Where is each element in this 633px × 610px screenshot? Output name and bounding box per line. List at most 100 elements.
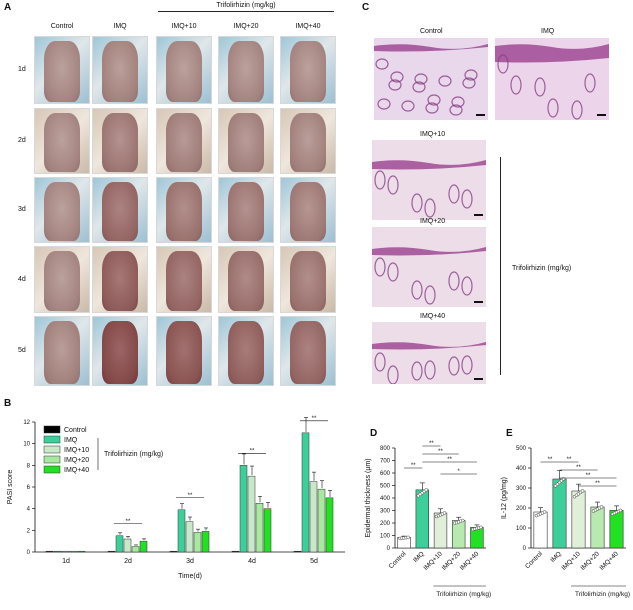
bar xyxy=(309,481,318,553)
mouse-skin-photo xyxy=(92,177,148,243)
panel-c-label-control: Control xyxy=(420,28,443,35)
y-tick-label: 300 xyxy=(516,486,527,492)
y-tick-label: 100 xyxy=(516,526,527,532)
mouse-skin-photo xyxy=(156,108,212,174)
hair-follicle xyxy=(412,81,426,93)
scale-bar xyxy=(476,114,485,116)
hair-follicle xyxy=(424,285,436,305)
mouse-back xyxy=(165,321,203,384)
y-tick-label: 600 xyxy=(380,471,391,477)
panel-a-col-label: IMQ+40 xyxy=(295,23,321,30)
mouse-skin-photo xyxy=(156,246,212,313)
panel-a-group-line xyxy=(158,11,334,12)
histology-texture xyxy=(372,160,486,218)
mouse-skin-photo xyxy=(156,316,212,386)
y-tick-label: 12 xyxy=(23,420,30,426)
panel-a-row-label: 3d xyxy=(18,206,26,213)
hair-follicle xyxy=(424,360,436,380)
data-point xyxy=(424,488,429,492)
panel-c-label-imq40: IMQ+40 xyxy=(420,313,446,320)
y-tick-label: 200 xyxy=(380,521,391,527)
mouse-skin-photo xyxy=(156,177,212,243)
hair-follicle xyxy=(374,257,386,277)
histology-imq10 xyxy=(372,140,486,220)
x-tick-label: IMQ xyxy=(549,550,563,564)
y-tick-label: 700 xyxy=(380,459,391,465)
significance-marker: ** xyxy=(429,441,434,447)
data-point xyxy=(618,508,623,513)
hair-follicle xyxy=(571,100,583,120)
legend-label: IMQ+20 xyxy=(64,457,89,464)
panel-a-row-label: 1d xyxy=(18,66,26,73)
scale-bar xyxy=(474,378,483,380)
bar xyxy=(415,489,429,549)
hair-follicle xyxy=(411,193,423,213)
mouse-back xyxy=(101,250,139,311)
panel-c-label-imq10: IMQ+10 xyxy=(420,131,446,138)
significance-marker: ** xyxy=(586,473,591,479)
x-tick-label: IMQ+10 xyxy=(422,550,444,572)
bar xyxy=(201,531,210,553)
bar xyxy=(301,432,310,553)
panel-a-col-label: IMQ xyxy=(113,23,127,30)
x-tick-label: Control xyxy=(524,550,544,570)
mouse-back xyxy=(227,181,265,241)
significance-marker: ** xyxy=(447,457,452,463)
significance-marker: ** xyxy=(312,416,317,422)
epidermis-layer xyxy=(372,342,486,350)
hair-follicle xyxy=(374,170,386,190)
mouse-skin-photo xyxy=(92,36,148,104)
panel-d-letter: D xyxy=(370,428,378,439)
scale-bar xyxy=(597,114,606,116)
legend-swatch xyxy=(43,425,61,434)
data-point xyxy=(599,505,604,509)
y-tick-label: 400 xyxy=(380,496,391,502)
mouse-back xyxy=(165,250,203,311)
hair-follicle xyxy=(424,198,436,218)
group-title: Trifolirhizin (mg/kg) xyxy=(436,591,491,598)
x-tick-label: 4d xyxy=(248,558,256,565)
bar xyxy=(131,546,140,553)
panel-c-letter: C xyxy=(362,2,370,13)
legend-title: Trifolirhizin (mg/kg) xyxy=(104,451,163,458)
hair-follicle xyxy=(510,75,522,95)
bar xyxy=(177,509,186,553)
y-tick-label: 500 xyxy=(380,484,391,490)
mouse-back xyxy=(101,321,139,384)
hair-follicle xyxy=(448,184,460,204)
y-tick-label: 0 xyxy=(387,546,391,552)
significance-marker: ** xyxy=(595,481,600,487)
panel-a-col-label: Control xyxy=(50,23,74,30)
hair-follicle xyxy=(427,94,441,106)
mouse-back xyxy=(165,181,203,241)
panel-b-chart: 0 2 4 6 8 10 12 PASI score Time(d) 1d 2d ** 3d ** 4d **… xyxy=(7,416,345,580)
mouse-back xyxy=(289,250,327,311)
data-point xyxy=(542,510,547,514)
significance-marker: ** xyxy=(576,465,581,471)
y-tick-label: 4 xyxy=(27,507,31,513)
significance-marker: ** xyxy=(250,448,255,454)
bar xyxy=(231,550,240,553)
bar xyxy=(533,511,548,549)
hair-follicle xyxy=(387,262,399,282)
x-tick-label: IMQ+10 xyxy=(560,550,582,572)
data-point xyxy=(479,525,483,530)
mouse-back xyxy=(101,40,139,102)
mouse-skin-photo xyxy=(34,316,90,386)
hair-follicle xyxy=(584,73,596,93)
histology-control xyxy=(374,38,488,120)
histology-texture xyxy=(372,247,486,305)
mouse-skin-photo xyxy=(218,316,274,386)
hair-follicle xyxy=(462,77,476,89)
mouse-back xyxy=(43,112,81,172)
panel-d-chart: 0 100 200 300 400 500 600 700 800 Epidermal thick… xyxy=(365,441,491,598)
mouse-skin-photo xyxy=(280,177,336,243)
mouse-skin-photo xyxy=(218,108,274,174)
legend-label: Control xyxy=(64,427,87,434)
bar xyxy=(115,535,124,553)
x-tick-label: IMQ+40 xyxy=(598,550,620,572)
hair-follicle xyxy=(448,356,460,376)
hair-follicle xyxy=(390,71,404,83)
mouse-back xyxy=(101,112,139,172)
bar xyxy=(263,508,272,553)
